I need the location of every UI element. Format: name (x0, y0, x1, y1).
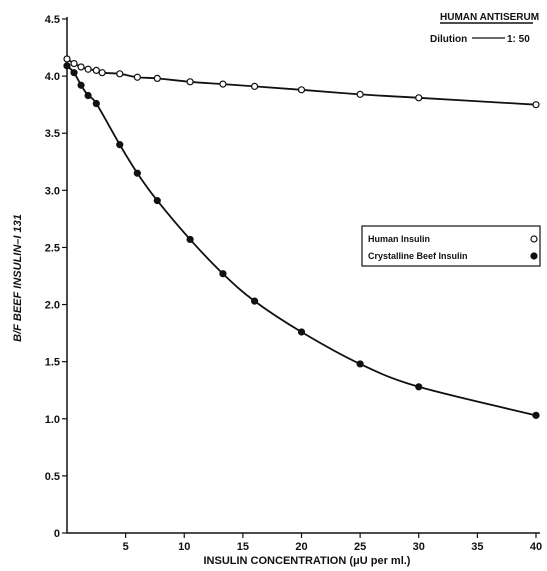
y-tick-label: 4.5 (45, 14, 60, 26)
data-point-human-insulin (77, 63, 85, 71)
data-point-crystalline-beef-insulin (532, 411, 540, 419)
data-point-crystalline-beef-insulin (116, 141, 124, 149)
y-tick-label: 4.0 (45, 71, 60, 83)
data-point-crystalline-beef-insulin (251, 297, 259, 305)
data-point-crystalline-beef-insulin (186, 235, 194, 244)
y-tick-label: 0 (54, 528, 60, 540)
data-point-crystalline-beef-insulin (133, 169, 141, 177)
legend-box (361, 225, 541, 267)
data-point-human-insulin (251, 82, 259, 90)
y-tick-label: 3.5 (45, 128, 60, 140)
data-point-human-insulin (532, 101, 540, 109)
data-point-human-insulin (63, 55, 71, 63)
x-tick-label: 40 (530, 541, 542, 553)
axes (66, 17, 540, 534)
y-tick-label: 1.0 (45, 414, 60, 426)
data-point-crystalline-beef-insulin (415, 383, 423, 391)
data-point-human-insulin (297, 86, 306, 94)
x-tick-label: 25 (354, 541, 366, 553)
x-axis-title: INSULIN CONCENTRATION (μU per ml.) (204, 555, 411, 567)
legend-marker-human-insulin (530, 235, 538, 243)
y-tick-label: 0.5 (45, 471, 60, 483)
y-axis-title: B/F BEEF INSULIN–I 131 (12, 214, 24, 342)
data-point-crystalline-beef-insulin (70, 69, 78, 77)
data-point-crystalline-beef-insulin (92, 99, 100, 108)
data-point-human-insulin (415, 94, 423, 102)
data-point-human-insulin (186, 78, 194, 86)
ticks: 0 0.5 1.0 1.5 2.0 2.5 3.0 3.5 4.0 4.5 5 10 15 20 25 30 3… (45, 14, 542, 553)
x-tick-label: 30 (413, 541, 425, 553)
y-tick-label: 2.5 (45, 242, 60, 254)
legend: Human Insulin Crystalline Beef Insulin (361, 225, 541, 267)
data-point-human-insulin (356, 90, 364, 98)
data-point-human-insulin (133, 73, 141, 81)
y-tick-label: 1.5 (45, 357, 60, 369)
data-point-crystalline-beef-insulin (84, 91, 92, 100)
data-point-crystalline-beef-insulin (63, 62, 71, 70)
x-tick-label: 35 (471, 541, 483, 553)
points (63, 55, 540, 419)
annotation-title: HUMAN ANTISERUM (440, 12, 539, 23)
annotation: HUMAN ANTISERUM Dilution 1: 50 (430, 12, 539, 45)
data-point-human-insulin (92, 66, 100, 75)
x-tick-label: 20 (295, 541, 307, 553)
data-point-human-insulin (116, 70, 124, 78)
series-line-human-insulin (66, 58, 537, 106)
x-tick-label: 15 (237, 541, 249, 553)
data-point-human-insulin (219, 80, 227, 88)
legend-label-crystalline-beef-insulin: Crystalline Beef Insulin (368, 251, 468, 261)
data-point-human-insulin (70, 59, 78, 68)
data-point-crystalline-beef-insulin (219, 270, 227, 278)
data-point-human-insulin (153, 74, 161, 82)
x-tick-label: 5 (123, 541, 129, 553)
y-tick-label: 3.0 (45, 185, 60, 197)
data-point-human-insulin (98, 69, 106, 77)
dilution-value: 1: 50 (507, 34, 530, 45)
legend-label-human-insulin: Human Insulin (368, 234, 430, 244)
data-point-crystalline-beef-insulin (77, 81, 85, 89)
y-tick-label: 2.0 (45, 300, 60, 312)
series-line-crystalline-beef-insulin (66, 65, 537, 417)
dilution-label: Dilution (430, 34, 467, 45)
data-point-crystalline-beef-insulin (297, 328, 306, 336)
data-point-human-insulin (84, 65, 92, 73)
data-point-crystalline-beef-insulin (356, 360, 364, 368)
legend-marker-crystalline-beef-insulin (530, 252, 538, 260)
curves (66, 58, 537, 417)
x-tick-label: 10 (178, 541, 190, 553)
data-point-crystalline-beef-insulin (153, 197, 161, 205)
